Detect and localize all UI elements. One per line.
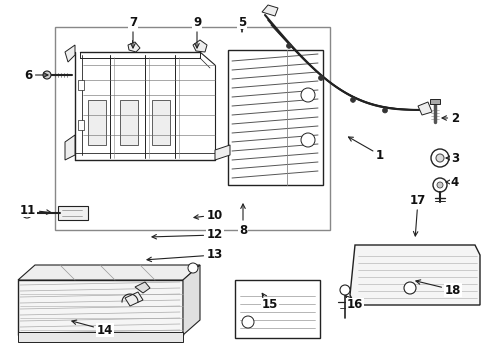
Bar bbox=[152, 100, 170, 145]
Text: 17: 17 bbox=[410, 194, 426, 236]
Bar bbox=[78, 80, 84, 90]
Text: 7: 7 bbox=[129, 15, 137, 48]
Polygon shape bbox=[125, 292, 143, 306]
Text: 10: 10 bbox=[194, 208, 223, 221]
Polygon shape bbox=[18, 265, 200, 280]
Circle shape bbox=[301, 133, 315, 147]
Circle shape bbox=[431, 149, 449, 167]
Circle shape bbox=[22, 208, 32, 218]
Text: 12: 12 bbox=[152, 229, 223, 242]
Circle shape bbox=[433, 178, 447, 192]
Text: 1: 1 bbox=[348, 137, 384, 162]
Circle shape bbox=[287, 43, 292, 48]
Bar bbox=[55, 27, 330, 230]
Circle shape bbox=[43, 71, 51, 79]
Bar bbox=[120, 100, 138, 145]
Polygon shape bbox=[135, 282, 150, 293]
Circle shape bbox=[383, 108, 388, 113]
Text: 8: 8 bbox=[239, 204, 247, 237]
Text: 14: 14 bbox=[72, 320, 113, 337]
Circle shape bbox=[436, 154, 444, 162]
Circle shape bbox=[404, 282, 416, 294]
Polygon shape bbox=[128, 42, 140, 52]
Circle shape bbox=[25, 211, 29, 215]
Text: 15: 15 bbox=[262, 293, 278, 311]
Bar bbox=[78, 120, 84, 130]
Circle shape bbox=[188, 263, 198, 273]
Text: 3: 3 bbox=[446, 152, 459, 165]
Text: 16: 16 bbox=[345, 296, 363, 311]
Polygon shape bbox=[215, 145, 230, 160]
Bar bbox=[430, 99, 440, 104]
Circle shape bbox=[437, 182, 443, 188]
Bar bbox=[88, 100, 106, 145]
Polygon shape bbox=[193, 40, 207, 52]
Circle shape bbox=[340, 285, 350, 295]
Bar bbox=[235, 280, 320, 338]
Circle shape bbox=[318, 76, 323, 81]
Text: 5: 5 bbox=[238, 15, 246, 32]
Text: 11: 11 bbox=[20, 203, 51, 216]
Polygon shape bbox=[262, 5, 278, 16]
Bar bbox=[18, 280, 183, 335]
Circle shape bbox=[242, 316, 254, 328]
Bar bbox=[58, 206, 88, 220]
Circle shape bbox=[301, 88, 315, 102]
Polygon shape bbox=[65, 135, 75, 160]
Text: 4: 4 bbox=[446, 176, 459, 189]
Polygon shape bbox=[418, 102, 432, 115]
Text: 13: 13 bbox=[147, 248, 223, 262]
Bar bbox=[18, 332, 183, 342]
Text: 9: 9 bbox=[193, 15, 201, 48]
Text: 2: 2 bbox=[442, 112, 459, 125]
Polygon shape bbox=[350, 245, 480, 305]
Text: 6: 6 bbox=[24, 68, 48, 81]
Polygon shape bbox=[183, 265, 200, 335]
Text: 18: 18 bbox=[416, 280, 461, 297]
Polygon shape bbox=[65, 45, 75, 62]
Circle shape bbox=[350, 98, 356, 102]
Bar bbox=[228, 50, 323, 185]
